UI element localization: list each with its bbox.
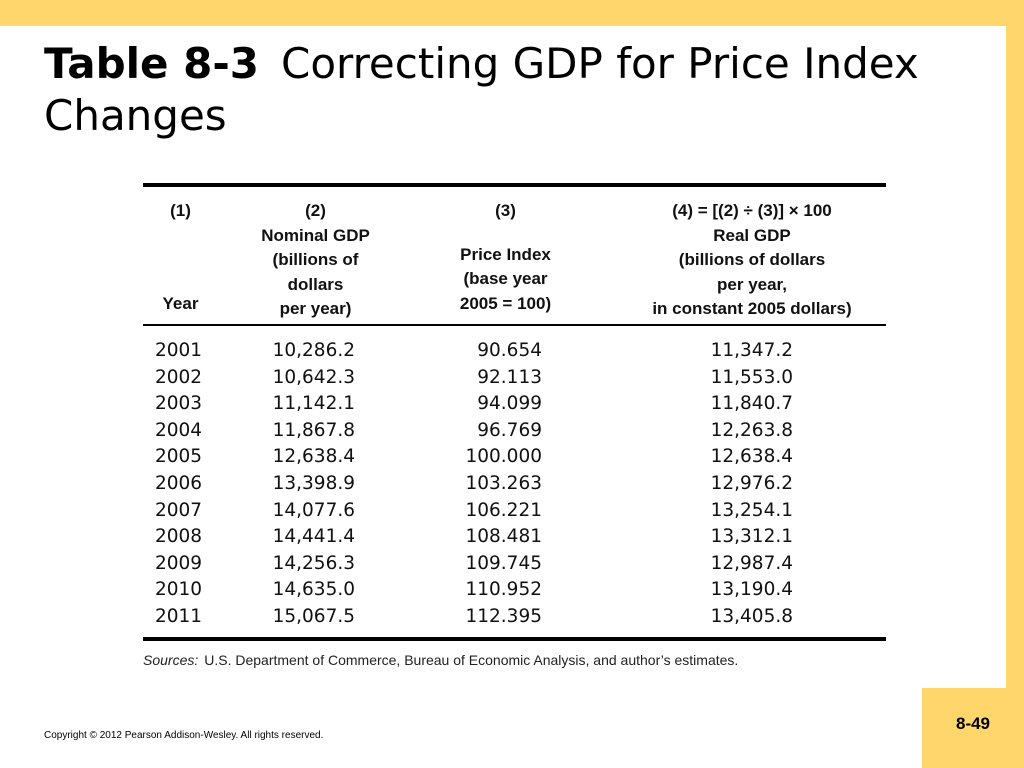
real-gdp-cell: 13,190.4 <box>710 579 793 601</box>
header-col-2-line: per year) <box>279 299 352 318</box>
table-header: (1) Year (2) Nominal GDP (billions of do… <box>143 187 886 324</box>
header-col-2-line: Nominal GDP <box>261 225 370 245</box>
nominal-gdp-cell: 14,256.3 <box>272 552 355 574</box>
year-cell: 2005 <box>155 446 203 468</box>
table-row: 2003 11,142.1 94.099 11,840.7 <box>143 391 886 418</box>
header-col-1-line: Year <box>162 293 199 313</box>
real-gdp-cell: 13,254.1 <box>710 499 793 521</box>
header-rule <box>143 324 886 326</box>
real-gdp-cell: 11,553.0 <box>710 366 793 388</box>
real-gdp-cell: 12,638.4 <box>710 446 793 468</box>
price-index-cell: 112.395 <box>465 605 542 627</box>
header-col-4-line: in constant 2005 dollars) <box>652 299 852 318</box>
nominal-gdp-cell: 14,635.0 <box>272 579 355 601</box>
right-accent-band <box>1006 0 1024 768</box>
price-index-cell: 96.769 <box>477 419 542 441</box>
header-col-4: (4) = [(2) ÷ (3)] × 100 Real GDP (billio… <box>618 199 886 318</box>
real-gdp-cell: 12,976.2 <box>710 472 793 494</box>
price-index-cell: 103.263 <box>465 472 542 494</box>
real-gdp-cell: 13,405.8 <box>710 605 793 627</box>
sources-note: Sources: U.S. Department of Commerce, Bur… <box>143 652 738 668</box>
table-row: 2011 15,067.5 112.395 13,405.8 <box>143 604 886 631</box>
sources-label: Sources: <box>143 652 199 668</box>
year-cell: 2009 <box>155 552 203 574</box>
year-cell: 2002 <box>155 366 203 388</box>
header-col-2-number: (2) <box>305 201 326 220</box>
nominal-gdp-cell: 11,867.8 <box>272 419 355 441</box>
real-gdp-cell: 11,347.2 <box>710 340 793 361</box>
price-index-cell: 90.654 <box>477 340 542 361</box>
table-row: 2005 12,638.4 100.000 12,638.4 <box>143 444 886 471</box>
price-index-cell: 110.952 <box>465 579 542 601</box>
page-number: 8-49 <box>955 714 991 733</box>
nominal-gdp-cell: 10,642.3 <box>272 366 355 388</box>
table-row: 2010 14,635.0 110.952 13,190.4 <box>143 577 886 604</box>
year-cell: 2010 <box>155 579 203 601</box>
real-gdp-cell: 13,312.1 <box>710 526 793 548</box>
year-cell: 2001 <box>155 340 203 361</box>
table-row: 2004 11,867.8 96.769 12,263.8 <box>143 418 886 445</box>
table-row: 2006 13,398.9 103.263 12,976.2 <box>143 471 886 498</box>
real-gdp-cell: 11,840.7 <box>710 393 793 415</box>
table-label: Table 8-3 <box>44 39 260 88</box>
year-cell: 2008 <box>155 526 203 548</box>
price-index-cell: 109.745 <box>465 552 542 574</box>
year-cell: 2003 <box>155 393 203 415</box>
year-cell: 2006 <box>155 472 203 494</box>
table-row: 2007 14,077.6 106.221 13,254.1 <box>143 498 886 525</box>
header-col-3-line: Price Index <box>460 244 551 264</box>
price-index-cell: 100.000 <box>465 446 542 468</box>
nominal-gdp-cell: 15,067.5 <box>272 605 355 627</box>
nominal-gdp-cell: 11,142.1 <box>272 393 355 415</box>
table-body: 2001 10,286.2 90.654 11,347.2 2002 10,64… <box>143 326 886 637</box>
table-row: 2001 10,286.2 90.654 11,347.2 <box>143 338 886 365</box>
title-text: Correcting GDP for Price Index Changes <box>44 39 919 140</box>
nominal-gdp-cell: 13,398.9 <box>272 472 355 494</box>
table-bottom-rule <box>143 636 886 641</box>
gdp-table: (1) Year (2) Nominal GDP (billions of do… <box>143 183 886 641</box>
slide-title: Table 8-3 Correcting GDP for Price Index … <box>44 38 944 142</box>
table-row: 2008 14,441.4 108.481 13,312.1 <box>143 524 886 551</box>
nominal-gdp-cell: 12,638.4 <box>272 446 355 468</box>
header-col-4-number: (4) = [(2) ÷ (3)] × 100 <box>672 201 832 220</box>
price-index-cell: 108.481 <box>465 526 542 548</box>
header-col-4-line: Real GDP <box>713 225 791 245</box>
nominal-gdp-cell: 14,441.4 <box>272 526 355 548</box>
header-col-2-line: (billions of <box>272 250 359 269</box>
table-top-rule <box>143 183 886 187</box>
price-index-cell: 92.113 <box>477 366 542 388</box>
price-index-cell: 106.221 <box>465 499 542 521</box>
header-col-4-line: per year, <box>717 274 787 294</box>
header-col-1: (1) Year <box>143 199 218 316</box>
header-col-3: (3) Price Index (base year 2005 = 100) <box>423 199 588 316</box>
header-col-2-line: dollars <box>287 274 344 294</box>
table-row: 2002 10,642.3 92.113 11,553.0 <box>143 365 886 392</box>
header-col-2: (2) Nominal GDP (billions of dollars per… <box>238 199 393 318</box>
top-accent-band <box>0 0 1024 26</box>
real-gdp-cell: 12,263.8 <box>710 419 793 441</box>
copyright-notice: Copyright © 2012 Pearson Addison-Wesley.… <box>44 730 324 741</box>
header-col-4-line: (billions of dollars <box>678 250 826 269</box>
header-col-3-line: (base year <box>463 269 548 288</box>
header-col-1-number: (1) <box>170 201 191 220</box>
page-number-box: 8-49 <box>922 688 1024 768</box>
year-cell: 2011 <box>155 605 203 627</box>
nominal-gdp-cell: 10,286.2 <box>272 340 355 361</box>
real-gdp-cell: 12,987.4 <box>710 552 793 574</box>
year-cell: 2004 <box>155 419 203 441</box>
header-col-3-line: 2005 = 100) <box>459 293 552 313</box>
table-row: 2009 14,256.3 109.745 12,987.4 <box>143 551 886 578</box>
header-col-3-number: (3) <box>495 201 516 220</box>
year-cell: 2007 <box>155 499 203 521</box>
price-index-cell: 94.099 <box>477 393 542 415</box>
sources-text: U.S. Department of Commerce, Bureau of E… <box>204 652 739 668</box>
nominal-gdp-cell: 14,077.6 <box>272 499 355 521</box>
